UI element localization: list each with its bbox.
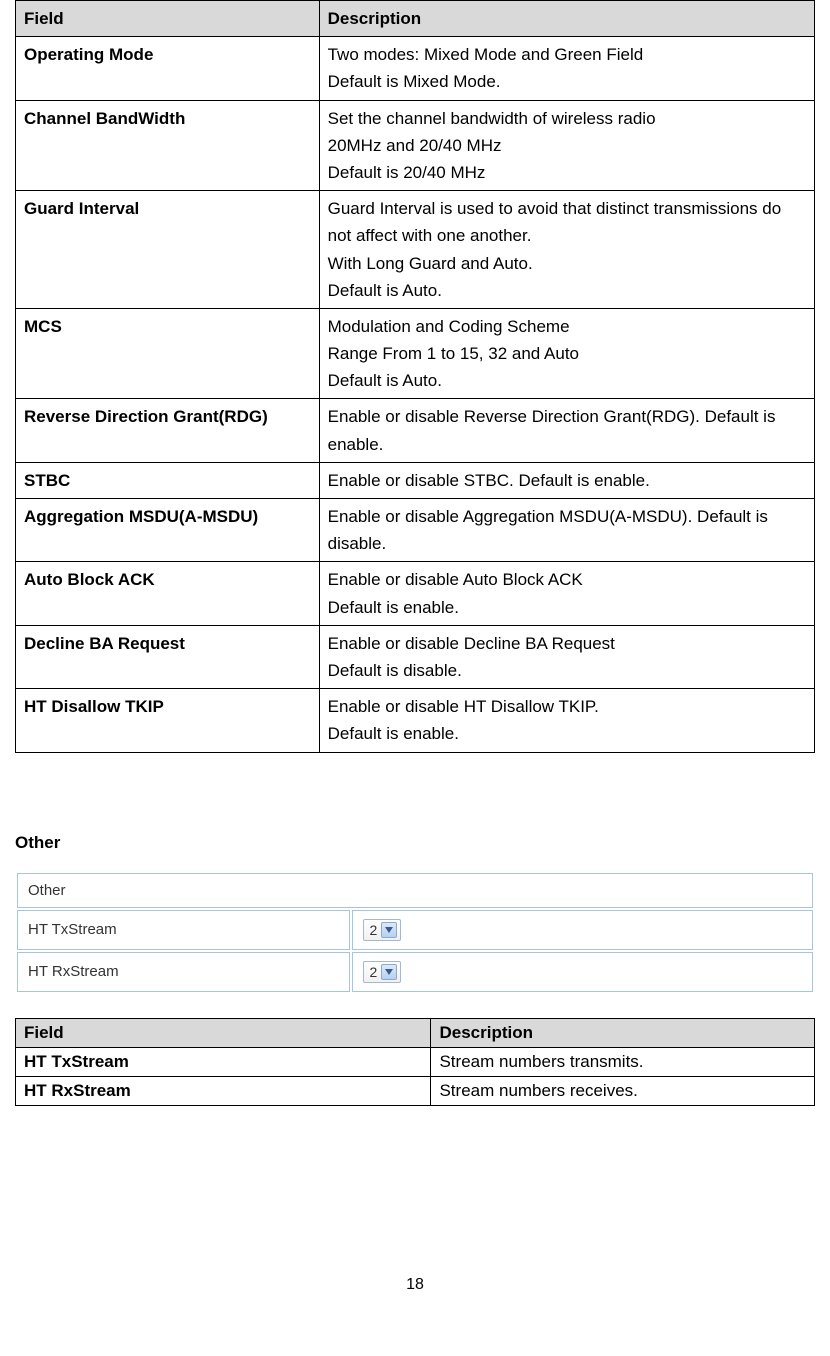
field-name-cell: Auto Block ACK bbox=[16, 562, 320, 625]
table-row: Decline BA Request Enable or disable Dec… bbox=[16, 625, 815, 688]
desc-line: Default is Auto. bbox=[328, 367, 806, 394]
chevron-down-icon bbox=[381, 922, 397, 938]
field-name-cell: Guard Interval bbox=[16, 191, 320, 309]
col-field-header: Field bbox=[16, 1, 320, 37]
table-row: Reverse Direction Grant(RDG) Enable or d… bbox=[16, 399, 815, 462]
field-name-cell: STBC bbox=[16, 462, 320, 498]
field-desc-cell: Set the channel bandwidth of wireless ra… bbox=[319, 100, 814, 191]
table-row: STBC Enable or disable STBC. Default is … bbox=[16, 462, 815, 498]
field-desc-cell: Enable or disable Decline BA Request Def… bbox=[319, 625, 814, 688]
desc-line: Default is enable. bbox=[328, 594, 806, 621]
desc-line: Default is 20/40 MHz bbox=[328, 159, 806, 186]
field-name-cell: Aggregation MSDU(A-MSDU) bbox=[16, 499, 320, 562]
ht-txstream-select[interactable]: 2 bbox=[363, 919, 401, 941]
field-desc-cell: Guard Interval is used to avoid that dis… bbox=[319, 191, 814, 309]
desc-line: Set the channel bandwidth of wireless ra… bbox=[328, 105, 806, 132]
ht-txstream-label: HT TxStream bbox=[17, 910, 350, 950]
chevron-down-icon bbox=[381, 964, 397, 980]
table-row: Operating Mode Two modes: Mixed Mode and… bbox=[16, 37, 815, 100]
table-row: HT Disallow TKIP Enable or disable HT Di… bbox=[16, 689, 815, 752]
table-row: HT TxStream Stream numbers transmits. bbox=[16, 1047, 815, 1076]
col-desc-header: Description bbox=[319, 1, 814, 37]
desc-line: Guard Interval is used to avoid that dis… bbox=[328, 195, 806, 249]
desc-line: Two modes: Mixed Mode and Green Field bbox=[328, 41, 806, 68]
ht-settings-table: Field Description Operating Mode Two mod… bbox=[15, 0, 815, 753]
table-row: Auto Block ACK Enable or disable Auto Bl… bbox=[16, 562, 815, 625]
field-name-cell: MCS bbox=[16, 308, 320, 399]
field-desc-cell: Enable or disable STBC. Default is enabl… bbox=[319, 462, 814, 498]
desc-line: With Long Guard and Auto. bbox=[328, 250, 806, 277]
ui-row: HT TxStream 2 bbox=[17, 910, 813, 950]
desc-line: Default is Mixed Mode. bbox=[328, 68, 806, 95]
col-desc-header: Description bbox=[431, 1018, 815, 1047]
field-name-cell: HT RxStream bbox=[16, 1076, 431, 1105]
ht-rxstream-select[interactable]: 2 bbox=[363, 961, 401, 983]
desc-line: Default is enable. bbox=[328, 720, 806, 747]
field-name-cell: Reverse Direction Grant(RDG) bbox=[16, 399, 320, 462]
field-desc-cell: Enable or disable Reverse Direction Gran… bbox=[319, 399, 814, 462]
desc-line: Default is Auto. bbox=[328, 277, 806, 304]
desc-line: Enable or disable Auto Block ACK bbox=[328, 566, 806, 593]
page-number: 18 bbox=[15, 1276, 815, 1314]
desc-line: Enable or disable STBC. Default is enabl… bbox=[328, 467, 806, 494]
desc-line: 20MHz and 20/40 MHz bbox=[328, 132, 806, 159]
desc-line: Enable or disable Aggregation MSDU(A-MSD… bbox=[328, 503, 806, 557]
select-value: 2 bbox=[367, 964, 381, 980]
panel-title-cell: Other bbox=[17, 873, 813, 908]
field-desc-cell: Stream numbers receives. bbox=[431, 1076, 815, 1105]
desc-line: Enable or disable Reverse Direction Gran… bbox=[328, 403, 806, 457]
field-desc-cell: Modulation and Coding Scheme Range From … bbox=[319, 308, 814, 399]
field-name-cell: HT TxStream bbox=[16, 1047, 431, 1076]
field-desc-cell: Stream numbers transmits. bbox=[431, 1047, 815, 1076]
other-ui-panel: Other HT TxStream 2 HT RxStream 2 bbox=[15, 871, 815, 994]
table-row: Channel BandWidth Set the channel bandwi… bbox=[16, 100, 815, 191]
ht-rxstream-label: HT RxStream bbox=[17, 952, 350, 992]
select-value: 2 bbox=[367, 922, 381, 938]
ht-txstream-cell: 2 bbox=[352, 910, 813, 950]
field-desc-cell: Enable or disable Aggregation MSDU(A-MSD… bbox=[319, 499, 814, 562]
col-field-header: Field bbox=[16, 1018, 431, 1047]
ui-row: HT RxStream 2 bbox=[17, 952, 813, 992]
desc-line: Modulation and Coding Scheme bbox=[328, 313, 806, 340]
table-row: Guard Interval Guard Interval is used to… bbox=[16, 191, 815, 309]
table-row: HT RxStream Stream numbers receives. bbox=[16, 1076, 815, 1105]
field-name-cell: Operating Mode bbox=[16, 37, 320, 100]
ht-rxstream-cell: 2 bbox=[352, 952, 813, 992]
section-heading-other: Other bbox=[15, 833, 815, 853]
desc-line: Enable or disable Decline BA Request bbox=[328, 630, 806, 657]
other-desc-table: Field Description HT TxStream Stream num… bbox=[15, 1018, 815, 1106]
field-name-cell: Decline BA Request bbox=[16, 625, 320, 688]
table-row: Aggregation MSDU(A-MSDU) Enable or disab… bbox=[16, 499, 815, 562]
field-desc-cell: Enable or disable HT Disallow TKIP. Defa… bbox=[319, 689, 814, 752]
field-desc-cell: Two modes: Mixed Mode and Green Field De… bbox=[319, 37, 814, 100]
table-row: MCS Modulation and Coding Scheme Range F… bbox=[16, 308, 815, 399]
field-desc-cell: Enable or disable Auto Block ACK Default… bbox=[319, 562, 814, 625]
field-name-cell: HT Disallow TKIP bbox=[16, 689, 320, 752]
desc-line: Enable or disable HT Disallow TKIP. bbox=[328, 693, 806, 720]
desc-line: Default is disable. bbox=[328, 657, 806, 684]
field-name-cell: Channel BandWidth bbox=[16, 100, 320, 191]
desc-line: Range From 1 to 15, 32 and Auto bbox=[328, 340, 806, 367]
